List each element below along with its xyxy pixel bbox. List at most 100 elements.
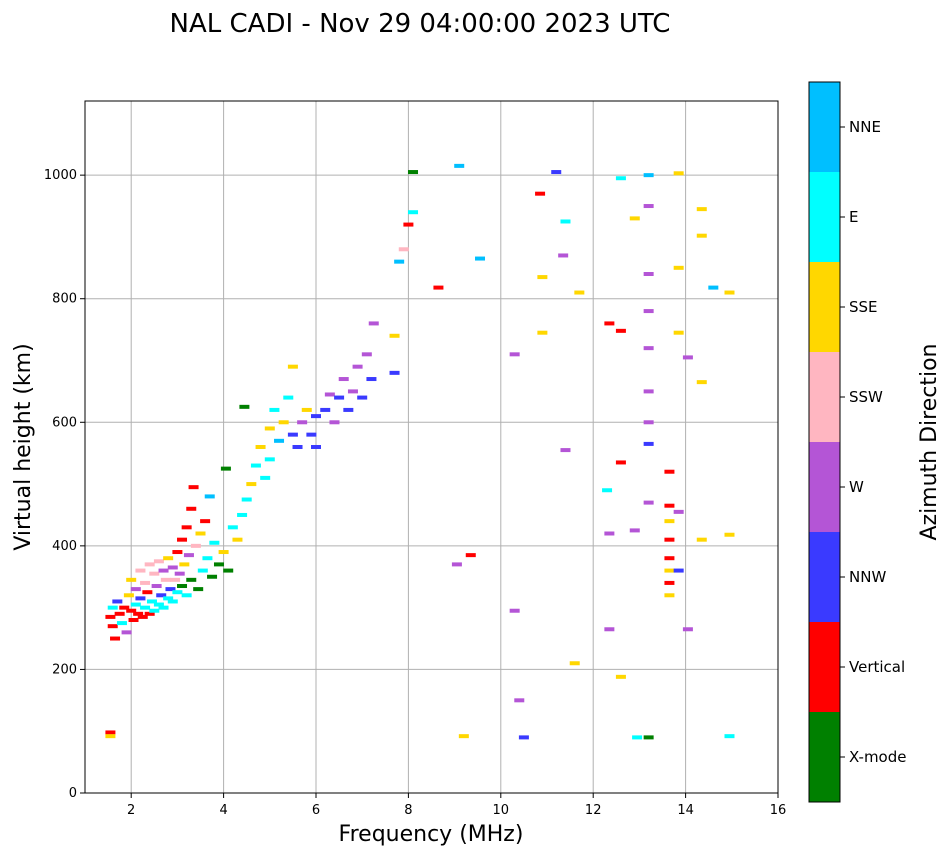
data-point <box>696 207 707 212</box>
data-point <box>126 577 137 582</box>
data-point <box>301 407 312 412</box>
data-point <box>643 204 654 209</box>
data-point <box>366 377 377 382</box>
data-point <box>177 584 188 589</box>
data-point <box>232 537 243 542</box>
data-point <box>156 593 167 598</box>
data-point <box>629 528 640 533</box>
grid <box>85 101 778 793</box>
data-point <box>144 611 155 616</box>
data-point <box>643 272 654 276</box>
data-point <box>343 407 354 412</box>
data-point <box>186 577 197 582</box>
data-point <box>643 441 654 446</box>
data-point <box>320 407 331 412</box>
colorbar: X-mode Vertical NNW W SSW SSE E NNE <box>808 81 906 803</box>
data-point <box>105 614 116 619</box>
data-point <box>465 553 476 558</box>
x-tick-label: 6 <box>312 803 320 818</box>
data-point <box>696 380 707 385</box>
data-point <box>664 537 675 542</box>
data-point <box>311 445 321 449</box>
data-point <box>615 460 626 465</box>
data-point <box>664 519 675 524</box>
data-point <box>329 420 340 425</box>
data-point <box>165 587 176 592</box>
data-point <box>454 163 465 168</box>
data-point <box>264 457 275 462</box>
data-point <box>514 698 525 703</box>
data-point <box>664 580 675 585</box>
data-point <box>389 370 400 375</box>
data-points <box>105 163 735 740</box>
data-point <box>137 614 148 619</box>
x-tick-label: 14 <box>677 803 694 818</box>
data-point <box>708 285 719 290</box>
data-point <box>408 170 419 175</box>
colorbar-swatch <box>809 442 840 532</box>
data-point <box>269 407 280 412</box>
data-point <box>664 556 675 561</box>
data-point <box>153 602 164 607</box>
x-tick-label: 16 <box>770 803 787 818</box>
colorbar-label: SSE <box>849 298 878 316</box>
data-point <box>558 253 569 258</box>
data-point <box>673 265 684 270</box>
data-point <box>123 593 134 598</box>
x-tick-label: 2 <box>127 803 135 818</box>
y-tick-label: 1000 <box>44 168 77 183</box>
x-tick-label: 4 <box>219 803 227 818</box>
data-point <box>560 448 571 453</box>
data-point <box>682 355 693 360</box>
data-point <box>149 571 160 576</box>
data-point <box>172 550 183 555</box>
data-point <box>292 445 303 449</box>
data-point <box>306 432 317 437</box>
data-point <box>172 590 183 595</box>
data-point <box>246 482 257 487</box>
data-point <box>334 395 345 400</box>
data-point <box>643 389 654 394</box>
data-point <box>130 587 141 592</box>
data-point <box>153 559 164 564</box>
data-point <box>643 500 654 505</box>
data-point <box>509 608 520 613</box>
data-point <box>287 364 298 369</box>
data-point <box>186 506 197 511</box>
data-point <box>114 611 125 616</box>
data-point <box>250 463 261 468</box>
colorbar-label: W <box>849 478 864 496</box>
colorbar-label: SSW <box>849 388 883 406</box>
data-point <box>664 469 675 474</box>
data-point <box>121 630 132 635</box>
data-point <box>311 414 321 419</box>
data-point <box>629 216 640 221</box>
data-point <box>223 568 234 573</box>
data-point <box>673 171 684 176</box>
data-point <box>207 574 218 579</box>
data-point <box>278 420 289 425</box>
data-point <box>682 627 693 632</box>
data-point <box>518 735 529 740</box>
data-point <box>200 519 211 524</box>
data-point <box>283 395 294 400</box>
data-point <box>181 525 192 530</box>
data-point <box>673 509 684 514</box>
data-point <box>183 553 194 558</box>
data-point <box>260 475 271 480</box>
data-point <box>190 543 201 548</box>
colorbar-swatch <box>809 82 840 172</box>
data-point <box>297 420 308 425</box>
data-point <box>615 674 626 679</box>
data-point <box>615 176 626 181</box>
data-point <box>604 531 615 536</box>
data-point <box>119 605 130 610</box>
data-point <box>151 584 162 589</box>
colorbar-label: NNW <box>849 568 886 586</box>
plot-frame <box>84 100 779 794</box>
y-tick-label: 800 <box>52 292 77 307</box>
data-point <box>560 219 571 224</box>
data-point <box>643 309 654 314</box>
data-point <box>673 330 684 335</box>
